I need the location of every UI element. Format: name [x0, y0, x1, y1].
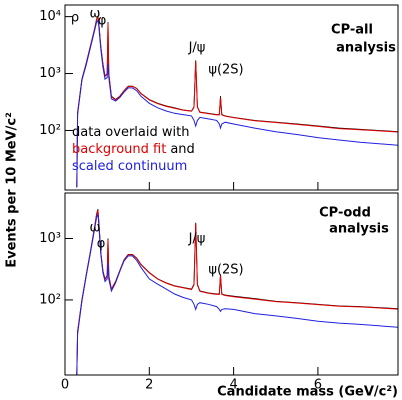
annotation: analysis — [336, 41, 396, 56]
annotation: φ — [98, 14, 107, 29]
legend-text: overlaid with — [105, 125, 189, 140]
annotation: CP-odd — [319, 206, 371, 221]
x-tick-label: 6 — [314, 378, 322, 393]
y-tick-label: 10² — [39, 292, 61, 307]
x-tick-label: 2 — [145, 378, 153, 393]
annotation: ω — [90, 221, 101, 236]
legend-text: and — [170, 142, 194, 157]
legend-entry: background fit and — [72, 142, 195, 157]
annotation: ρ — [71, 11, 79, 26]
legend-entry: scaled continuum — [72, 159, 187, 174]
series-line — [76, 15, 399, 188]
legend-entry: data overlaid with — [72, 125, 189, 140]
y-tick-label: 10⁴ — [39, 9, 61, 24]
annotation: φ — [97, 237, 106, 252]
annotation: ω — [90, 7, 101, 22]
annotation: J/ψ — [188, 41, 206, 56]
annotation: analysis — [329, 222, 389, 237]
x-tick-label: 4 — [229, 378, 237, 393]
annotation: CP-all — [331, 23, 373, 38]
legend-text: background fit — [72, 142, 166, 157]
y-tick-label: 10³ — [39, 231, 61, 246]
plot-frame — [64, 192, 399, 376]
annotation: J/ψ — [188, 232, 206, 247]
x-tick-label: 0 — [61, 378, 69, 393]
y-axis-label: Events per 10 MeV/c² — [5, 112, 20, 268]
annotation: ψ(2S) — [208, 263, 243, 278]
y-tick-label: 10³ — [39, 66, 61, 81]
series-line — [76, 213, 399, 376]
legend-text: data — [72, 125, 101, 140]
y-tick-label: 10² — [39, 123, 61, 138]
plot-frame — [64, 4, 399, 191]
legend-text: scaled continuum — [72, 159, 187, 174]
series-line — [76, 19, 399, 188]
annotation: ψ(2S) — [208, 63, 243, 78]
x-axis-label: Candidate mass (GeV/c²) — [217, 385, 398, 400]
